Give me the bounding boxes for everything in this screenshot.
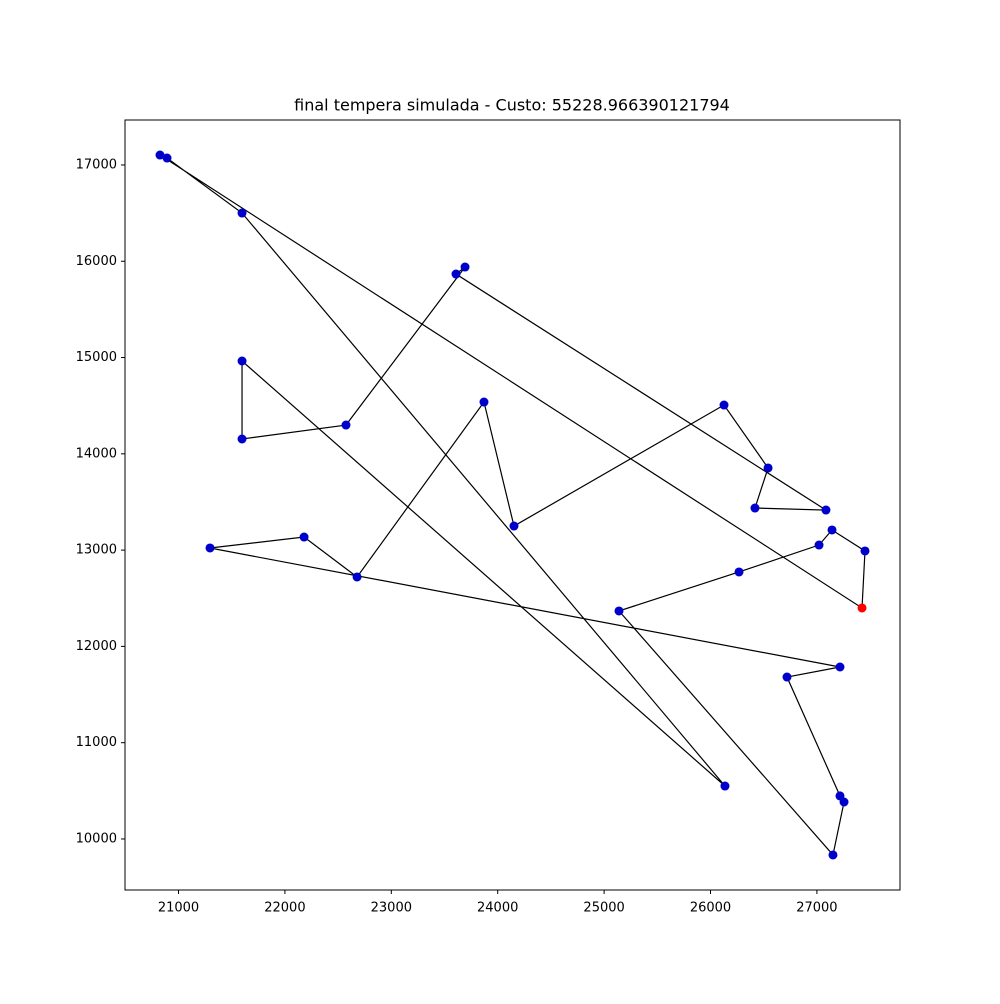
y-tick-label: 16000 — [76, 254, 117, 269]
x-tick-label: 22000 — [264, 901, 305, 916]
city-point — [451, 269, 461, 279]
x-tick-label: 27000 — [796, 901, 837, 916]
y-tick-label: 15000 — [76, 350, 117, 365]
city-point — [237, 356, 247, 366]
city-point — [720, 781, 730, 791]
city-point — [835, 791, 845, 801]
city-point — [237, 208, 247, 218]
x-tick-label: 23000 — [371, 901, 412, 916]
city-point — [237, 434, 247, 444]
city-point — [814, 540, 824, 550]
y-tick-label: 11000 — [76, 735, 117, 750]
city-point — [835, 662, 845, 672]
city-point — [860, 546, 870, 556]
city-point — [155, 150, 165, 160]
city-point — [352, 572, 362, 582]
city-point — [509, 521, 519, 531]
plot-frame — [124, 119, 901, 891]
y-tick-label: 13000 — [76, 543, 117, 558]
city-point — [821, 505, 831, 515]
x-tick-label: 26000 — [690, 901, 731, 916]
city-point — [719, 400, 729, 410]
chart-title: final tempera simulada - Custo: 55228.96… — [294, 96, 730, 115]
x-tick-label: 24000 — [477, 901, 518, 916]
city-point — [614, 606, 624, 616]
city-point — [734, 567, 744, 577]
city-point — [750, 503, 760, 513]
y-tick-label: 14000 — [76, 446, 117, 461]
y-tick-label: 10000 — [76, 831, 117, 846]
city-point — [205, 543, 215, 553]
city-point — [763, 463, 773, 473]
city-point — [782, 672, 792, 682]
start-point — [857, 603, 867, 613]
y-tick-label: 17000 — [76, 157, 117, 172]
city-point — [341, 420, 351, 430]
city-point — [479, 397, 489, 407]
x-tick-label: 25000 — [583, 901, 624, 916]
city-point — [162, 153, 172, 163]
city-point — [460, 262, 470, 272]
tour-line — [159, 154, 866, 857]
city-point — [827, 525, 837, 535]
city-point — [828, 850, 838, 860]
y-tick-label: 12000 — [76, 639, 117, 654]
x-tick-label: 21000 — [158, 901, 199, 916]
city-point — [299, 532, 309, 542]
